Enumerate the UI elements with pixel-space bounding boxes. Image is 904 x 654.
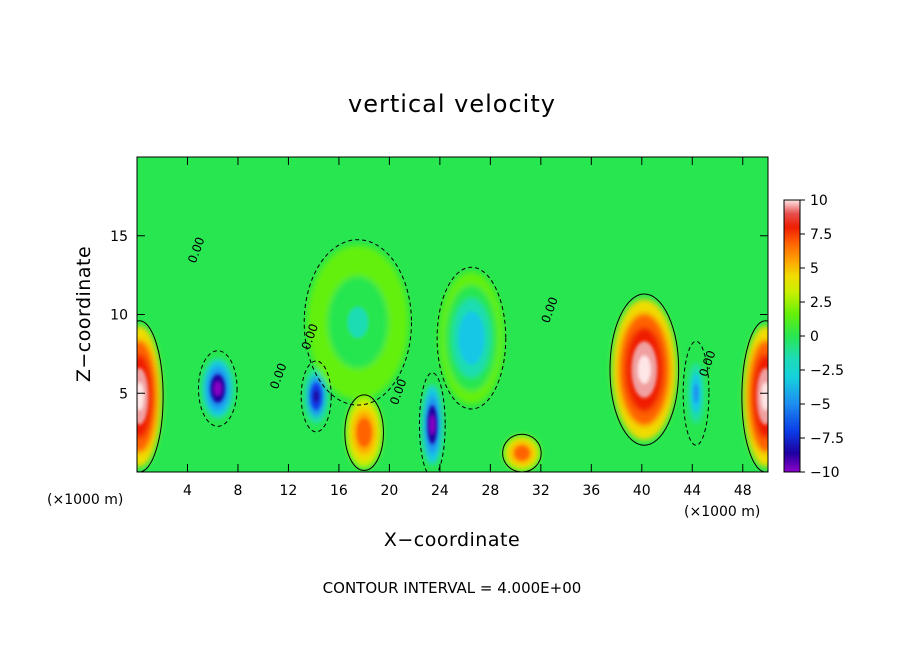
x-tick-label-8: 8 [233, 483, 242, 499]
colorbar-tick-label-3: 2.5 [810, 295, 832, 311]
y-axis-ticks: 5 10 15 [110, 229, 768, 402]
plot-area [137, 157, 768, 472]
contour-line-4 [418, 372, 446, 472]
x-axis-ticks: 4 8 12 16 20 24 28 32 36 40 44 48 [183, 157, 752, 499]
contour-interval-note: CONTOUR INTERVAL = 4.000E+00 [323, 579, 582, 597]
field-feature-5-level-4 [360, 425, 368, 440]
x-tick-label-40: 40 [633, 483, 651, 499]
field-feature-7-level-4 [637, 355, 651, 384]
x-axis-label: X−coordinate [384, 529, 520, 551]
contour-line-10 [303, 239, 412, 406]
contour-line-7 [609, 293, 680, 446]
y-tick-label-10: 10 [110, 308, 128, 324]
colorbar-tick-label-4: 0 [810, 329, 819, 345]
chart-title: vertical velocity [348, 90, 556, 118]
contour-line-9 [436, 266, 507, 410]
contour-line-8 [682, 340, 710, 446]
colorbar-tick-label-2: 5 [810, 261, 819, 277]
x-tick-label-12: 12 [280, 483, 298, 499]
x-tick-label-24: 24 [431, 483, 449, 499]
field-feature-9-level-4 [464, 324, 478, 352]
colorbar-tick-label-0: 10 [810, 193, 828, 209]
colorbar-tick-label-8: −10 [810, 465, 840, 481]
colorbar-scale [783, 199, 801, 473]
field-feature-3-level-4 [313, 389, 320, 404]
colorbar-tick-label-6: −5 [810, 397, 831, 413]
contour-line-6 [502, 433, 542, 472]
x-tick-label-16: 16 [330, 483, 348, 499]
x-tick-label-28: 28 [481, 483, 499, 499]
x-tick-label-4: 4 [183, 483, 192, 499]
y-tick-label-15: 15 [110, 229, 128, 245]
colorbar-tick-label-5: −2.5 [810, 363, 844, 379]
colorbar-tick-label-7: −7.5 [810, 431, 844, 447]
x-tick-label-32: 32 [532, 483, 550, 499]
contour-line-2 [197, 350, 238, 427]
field-feature-0-level-4 [137, 382, 144, 411]
field-feature-4-level-4 [429, 415, 435, 435]
y-axis-label: Z−coordinate [73, 246, 95, 382]
field-feature-6-level-4 [518, 449, 526, 457]
colorbar-tick-label-1: 7.5 [810, 227, 832, 243]
y-tick-label-5: 5 [119, 386, 128, 402]
field-feature-10-level-4 [347, 306, 368, 338]
x-tick-label-44: 44 [683, 483, 701, 499]
field-feature-2-level-4 [214, 381, 222, 396]
contour-line-5 [344, 394, 384, 471]
field-feature-1-level-4 [761, 382, 768, 411]
x-unit-right: (×1000 m) [684, 504, 760, 520]
x-tick-label-20: 20 [380, 483, 398, 499]
contour-line-3 [300, 360, 332, 433]
x-unit-left: (×1000 m) [47, 492, 123, 508]
colorbar: 10 7.5 5 2.5 0 −2.5 −5 −7.5 −10 [783, 193, 844, 481]
field-feature-8-level-4 [693, 383, 699, 403]
x-tick-label-48: 48 [734, 483, 752, 499]
x-tick-label-36: 36 [582, 483, 600, 499]
